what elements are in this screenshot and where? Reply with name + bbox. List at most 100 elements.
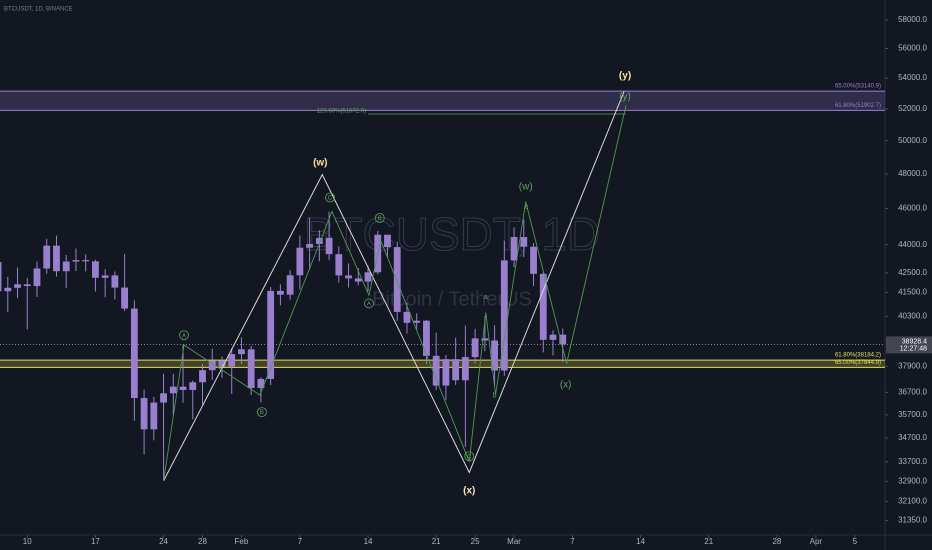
wave-label: B — [378, 216, 382, 222]
x-tick-label: 28 — [198, 537, 207, 546]
candle-body — [315, 237, 323, 244]
candle-body — [452, 359, 460, 381]
y-tick-label: 32900.0 — [898, 476, 927, 485]
watermark: BTCUSDT, 1D — [304, 208, 600, 260]
x-tick-label: 14 — [636, 537, 645, 546]
candle-body — [530, 246, 537, 274]
candle-body — [111, 275, 119, 288]
candle-body — [306, 243, 314, 248]
candle-body — [345, 275, 352, 279]
x-tick-label: 28 — [772, 537, 781, 546]
x-tick-label: 14 — [364, 537, 373, 546]
wave-label: A — [367, 301, 371, 307]
candle-body — [140, 398, 148, 430]
countdown: 12:27:48 — [900, 345, 927, 352]
candle-body — [33, 268, 41, 287]
candle-body — [4, 287, 12, 292]
candle-body — [335, 254, 343, 276]
wave-label: (w) — [313, 158, 327, 169]
wave-label: (x) — [560, 380, 572, 391]
candle-body — [403, 311, 411, 323]
candle-body — [413, 320, 421, 323]
y-tick-label: 33700.0 — [898, 457, 927, 466]
last-price-box — [886, 336, 932, 354]
wave-circle — [464, 451, 475, 462]
candle-body — [296, 247, 304, 276]
wave-label: (y) — [619, 92, 631, 103]
wave-label: B — [260, 410, 264, 416]
candle-body — [286, 275, 294, 295]
x-tick-label: 7 — [298, 537, 303, 546]
candle-body — [461, 357, 469, 381]
y-tick-label: 40300.0 — [898, 311, 927, 320]
y-tick-label: 48000.0 — [898, 169, 927, 178]
x-tick-label: 17 — [91, 537, 100, 546]
wave-circle — [364, 298, 374, 309]
candle-body — [442, 359, 450, 386]
candle-body — [384, 234, 391, 248]
candle-body — [276, 290, 284, 295]
candle-body — [179, 386, 187, 390]
candle-body — [481, 338, 489, 341]
x-tick-label: 25 — [471, 537, 480, 546]
x-tick-label: 5 — [853, 537, 858, 546]
y-tick-label: 41500.0 — [898, 287, 927, 296]
candle-body — [500, 260, 508, 371]
candle-body — [199, 370, 206, 383]
candle-body — [539, 273, 547, 340]
candle-body — [364, 272, 372, 282]
candle-body — [189, 382, 197, 390]
y-tick-label: 34700.0 — [898, 433, 927, 442]
wave-circle — [256, 407, 267, 418]
wave-circle — [374, 213, 385, 223]
candle-body — [23, 284, 31, 287]
x-tick-label: 10 — [23, 537, 32, 546]
y-tick-label: 31350.0 — [898, 516, 927, 525]
wave-label: (y) — [619, 70, 631, 81]
wave-label: A — [182, 333, 186, 339]
candle-body — [72, 260, 80, 262]
candle-body — [130, 308, 138, 399]
x-tick-label: 24 — [159, 537, 168, 546]
wave-line — [163, 91, 625, 482]
wave-line — [163, 105, 627, 481]
candle-body — [228, 354, 236, 367]
wave-label: (w) — [519, 182, 533, 193]
wave-label: C — [467, 454, 472, 460]
y-tick-label: 58000.0 — [898, 15, 927, 24]
y-tick-label: 35700.0 — [898, 410, 927, 419]
wave-label: (x) — [463, 485, 475, 496]
candle-body — [549, 334, 557, 340]
candle-body — [101, 275, 109, 278]
last-price-label: 38928.4 — [902, 338, 927, 345]
y-tick-label: 54000.0 — [898, 73, 927, 82]
wave-label: C — [328, 196, 333, 202]
x-tick-label: 21 — [432, 537, 441, 546]
candle-body — [354, 278, 362, 282]
candle-body — [559, 334, 567, 345]
level-label: 61.80%(38184.2) — [835, 353, 881, 359]
candle-body — [471, 338, 479, 358]
watermark-subtitle: Bitcoin / TetherUS — [372, 288, 532, 310]
symbol: BTCUSDT, 1D, BINANCE — [4, 7, 73, 13]
candle-body — [0, 261, 2, 292]
wave-circle — [179, 330, 189, 341]
candle-body — [62, 261, 70, 272]
candle-body — [160, 393, 167, 403]
wave-circle — [325, 192, 335, 203]
candle-body — [432, 355, 440, 386]
y-tick-label: 42500.0 — [898, 268, 927, 277]
level-label: 65.00%(37844.9) — [835, 360, 881, 366]
y-tick-label: 32100.0 — [898, 496, 927, 505]
level-zone — [0, 91, 885, 111]
candle-body — [218, 360, 226, 367]
candle-body — [491, 340, 498, 371]
candle-body — [423, 320, 430, 356]
candle-body — [257, 378, 265, 389]
candle-body — [92, 261, 99, 278]
candle-body — [267, 290, 275, 379]
wave-label: a — [484, 294, 488, 301]
candle-body — [208, 360, 216, 371]
candle-body — [43, 245, 51, 269]
